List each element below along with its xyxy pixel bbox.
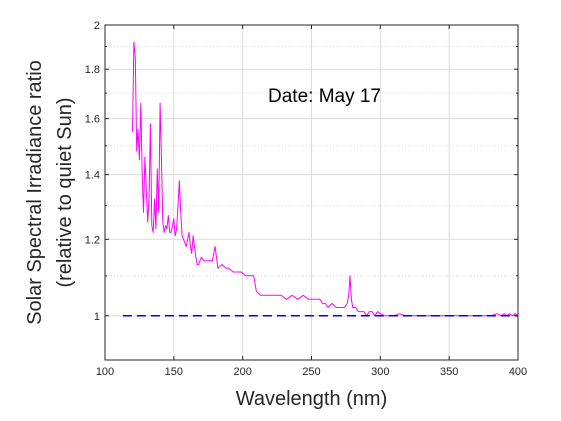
x-tick-label: 400 — [509, 366, 527, 378]
x-tick-label: 300 — [371, 366, 389, 378]
x-tick-label: 350 — [440, 366, 458, 378]
x-tick-label: 100 — [96, 366, 114, 378]
y-tick-label: 1.4 — [85, 170, 100, 182]
y-tick-label: 1.8 — [85, 64, 100, 76]
x-axis-label: Wavelength (nm) — [236, 388, 388, 410]
ticks: 100 150 200 250 300 350 400 1 1.2 1.4 1.6 1.8 2 — [85, 20, 527, 378]
series-layer — [122, 41, 519, 317]
y-tick-label: 1.2 — [85, 234, 100, 246]
y-axis-label-line-1: Solar Spectral Irradiance ratio — [24, 60, 46, 325]
x-tick-label: 250 — [302, 366, 320, 378]
y-tick-label: 1.6 — [85, 114, 100, 126]
x-tick-label: 200 — [233, 366, 251, 378]
x-tick-label: 150 — [165, 366, 183, 378]
y-tick-label: 2 — [94, 20, 100, 32]
y-tick-label: 1 — [94, 311, 100, 323]
y-axis-label-line-2: (relative to quiet Sun) — [54, 97, 76, 287]
annotation-text: Date: May 17 — [268, 86, 381, 107]
